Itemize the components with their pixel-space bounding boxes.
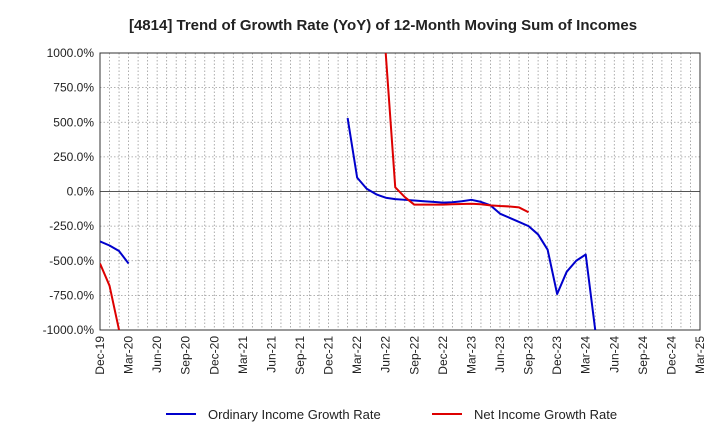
- x-tick-label: Jun-21: [264, 336, 278, 373]
- series-line-ordinary-income: [346, 117, 597, 330]
- y-tick-label: 250.0%: [53, 150, 94, 164]
- x-tick-label: Sep-24: [636, 336, 650, 375]
- x-tick-label: Mar-20: [122, 336, 136, 374]
- x-tick-label: Jun-24: [607, 336, 621, 373]
- y-tick-label: -250.0%: [49, 219, 94, 233]
- x-tick-label: Dec-23: [550, 336, 564, 375]
- x-tick-label: Mar-24: [579, 336, 593, 374]
- x-tick-label: Mar-25: [693, 336, 707, 374]
- x-tick-label: Jun-22: [379, 336, 393, 373]
- y-tick-label: 500.0%: [53, 115, 94, 129]
- x-tick-label: Mar-23: [464, 336, 478, 374]
- x-tick-label: Mar-21: [236, 336, 250, 374]
- series-line-net-income: [384, 53, 530, 214]
- x-tick-label: Dec-19: [93, 336, 107, 375]
- legend-label: Net Income Growth Rate: [474, 407, 617, 422]
- series-line-net-income: [100, 263, 121, 330]
- y-tick-label: 750.0%: [53, 81, 94, 95]
- x-tick-label: Jun-20: [150, 336, 164, 373]
- x-tick-label: Mar-22: [350, 336, 364, 374]
- x-tick-label: Dec-24: [664, 336, 678, 375]
- x-tick-label: Sep-23: [522, 336, 536, 375]
- axis-layer: 1000.0% 750.0% 500.0% 250.0% 0.0% -250.0% -500…: [43, 46, 707, 375]
- y-tick-label: 1000.0%: [47, 46, 95, 60]
- x-tick-label: Dec-20: [207, 336, 221, 375]
- legend: Ordinary Income Growth Rate Net Income Gr…: [166, 407, 617, 422]
- y-tick-label: 0.0%: [67, 185, 95, 199]
- series-layer: [100, 53, 597, 330]
- y-tick-label: -500.0%: [49, 254, 94, 268]
- legend-label: Ordinary Income Growth Rate: [208, 407, 381, 422]
- x-tick-label: Sep-22: [407, 336, 421, 375]
- series-line-ordinary-income: [100, 240, 130, 265]
- x-tick-label: Sep-21: [293, 336, 307, 375]
- y-tick-label: -1000.0%: [43, 323, 95, 337]
- x-tick-label: Jun-23: [493, 336, 507, 373]
- x-tick-label: Dec-22: [436, 336, 450, 375]
- grid-layer: [100, 53, 700, 330]
- x-tick-label: Dec-21: [322, 336, 336, 375]
- chart-title: [4814] Trend of Growth Rate (YoY) of 12-…: [129, 17, 637, 34]
- plot-frame: [99, 52, 701, 331]
- y-tick-label: -750.0%: [49, 288, 94, 302]
- x-tick-label: Sep-20: [179, 336, 193, 375]
